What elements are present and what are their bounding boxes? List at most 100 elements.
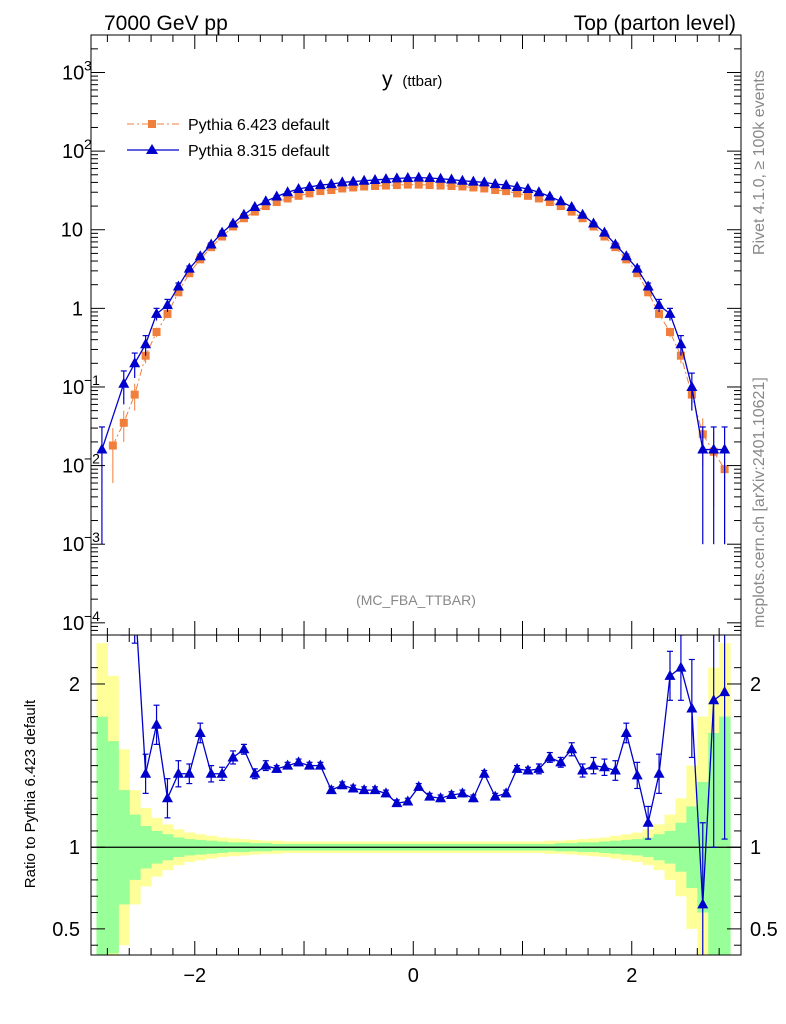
ratio-point-pythia8 (467, 792, 479, 803)
main-ytick-exponent: −4 (84, 608, 100, 624)
ratio-ytick-label-right: 0.5 (750, 919, 778, 941)
point-pythia6 (119, 418, 128, 427)
ratio-axes: 2 2 1 1 0.5 0.5 −2 0 2 (52, 635, 778, 987)
point-pythia6 (316, 187, 325, 196)
point-pythia8 (588, 217, 600, 228)
point-pythia6 (349, 183, 358, 192)
point-pythia8 (522, 182, 534, 193)
ratio-point-pythia8 (544, 751, 556, 762)
point-pythia8 (172, 280, 184, 291)
ratio-point-pythia8 (577, 764, 589, 775)
header-right: Top (parton level) (574, 12, 736, 35)
ratio-point-pythia8 (380, 787, 392, 798)
point-pythia6 (513, 189, 522, 198)
point-pythia8 (555, 195, 567, 206)
point-pythia6 (491, 186, 500, 195)
ratio-point-pythia8 (358, 784, 370, 795)
ratio-point-pythia8 (588, 759, 600, 770)
ratio-point-pythia8 (566, 743, 578, 754)
main-ytick-exponent: −3 (84, 529, 100, 545)
legend-marker-pythia8 (146, 144, 158, 154)
point-pythia6 (152, 328, 161, 337)
point-pythia8 (205, 238, 217, 249)
point-pythia6 (305, 189, 314, 198)
ratio-point-pythia8 (697, 898, 709, 909)
point-pythia8 (238, 208, 250, 219)
ratio-point-pythia8 (642, 816, 654, 827)
point-pythia8 (96, 443, 108, 454)
ratio-point-pythia8 (446, 789, 458, 799)
main-ytick-exponent: −1 (84, 372, 100, 388)
ratio-point-pythia8 (260, 759, 272, 770)
ratio-point-pythia8 (151, 718, 163, 729)
ratio-point-pythia8 (325, 784, 337, 795)
point-pythia6 (644, 288, 653, 297)
ratio-point-pythia8 (424, 790, 436, 801)
ratio-point-pythia8 (489, 790, 501, 801)
ratio-point-pythia8 (478, 767, 490, 778)
point-pythia8 (424, 172, 436, 183)
point-pythia8 (216, 226, 228, 237)
point-pythia6 (447, 182, 456, 191)
ratio-ytick-label: 1 (69, 837, 80, 859)
ratio-point-pythia8 (708, 694, 720, 705)
ratio-point-pythia8 (500, 787, 512, 798)
ratio-point-pythia8 (413, 780, 425, 791)
point-pythia6 (294, 191, 303, 200)
point-pythia8 (719, 443, 731, 454)
plot-title-main: y (382, 68, 393, 91)
ratio-point-pythia8 (719, 686, 731, 697)
point-pythia6 (250, 207, 259, 216)
point-pythia8 (577, 208, 589, 219)
ratio-frame (90, 634, 742, 956)
point-pythia8 (566, 200, 578, 211)
point-pythia8 (249, 200, 261, 211)
point-pythia6 (545, 198, 554, 207)
point-pythia8 (183, 262, 195, 273)
ratio-point-pythia8 (391, 797, 403, 808)
point-pythia8 (227, 217, 239, 228)
point-pythia6 (665, 328, 674, 337)
ratio-xtick-label: 2 (626, 965, 637, 987)
point-pythia6 (425, 181, 434, 190)
main-ytick-label: 1 (72, 298, 83, 320)
ratio-point-pythia8 (533, 762, 545, 773)
point-pythia8 (140, 338, 152, 349)
uncertainty-band-inner (96, 716, 108, 955)
ratio-point-pythia8 (631, 769, 643, 780)
point-pythia8 (325, 178, 337, 189)
point-pythia6 (392, 181, 401, 190)
legend-marker-pythia6 (148, 120, 156, 128)
plot-title-suffix: (ttbar) (402, 73, 442, 90)
ratio-point-pythia8 (686, 702, 698, 713)
ratio-point-pythia8 (205, 767, 217, 778)
point-pythia6 (130, 390, 139, 399)
ratio-point-pythia8 (282, 759, 294, 770)
point-pythia6 (174, 288, 183, 297)
ratio-point-pythia8 (402, 795, 414, 806)
ratio-point-pythia8 (194, 726, 206, 737)
point-pythia6 (185, 269, 194, 278)
series-line-pythia6 (112, 184, 726, 470)
legend-label-pythia6: Pythia 6.423 default (188, 117, 330, 134)
point-pythia6 (556, 202, 565, 211)
point-pythia8 (347, 175, 359, 186)
point-pythia8 (151, 307, 163, 318)
point-pythia6 (655, 309, 664, 318)
point-pythia6 (633, 269, 642, 278)
series-line-pythia8 (101, 176, 725, 451)
point-pythia8 (500, 179, 512, 190)
main-ytick-label: 10 (62, 534, 84, 556)
point-pythia6 (502, 187, 511, 196)
point-pythia6 (469, 183, 478, 192)
ratio-point-pythia8 (555, 756, 567, 767)
point-pythia6 (436, 181, 445, 190)
point-pythia6 (403, 180, 412, 189)
point-pythia6 (108, 441, 117, 450)
ratio-point-pythia8 (664, 669, 676, 680)
point-pythia8 (314, 179, 326, 190)
point-pythia8 (544, 190, 556, 201)
point-pythia8 (358, 174, 370, 185)
point-pythia8 (260, 195, 272, 206)
